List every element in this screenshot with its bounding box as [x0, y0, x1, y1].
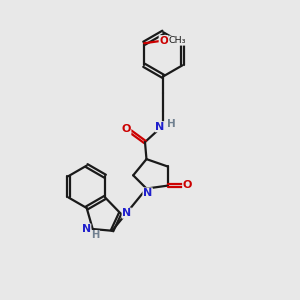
Text: N: N: [143, 188, 152, 198]
Text: N: N: [82, 224, 91, 234]
Text: H: H: [91, 230, 99, 241]
Text: CH₃: CH₃: [169, 36, 186, 45]
Text: N: N: [122, 208, 131, 218]
Text: O: O: [183, 180, 192, 190]
Text: O: O: [159, 36, 168, 46]
Text: N: N: [155, 122, 164, 132]
Text: O: O: [122, 124, 131, 134]
Text: H: H: [167, 119, 176, 129]
